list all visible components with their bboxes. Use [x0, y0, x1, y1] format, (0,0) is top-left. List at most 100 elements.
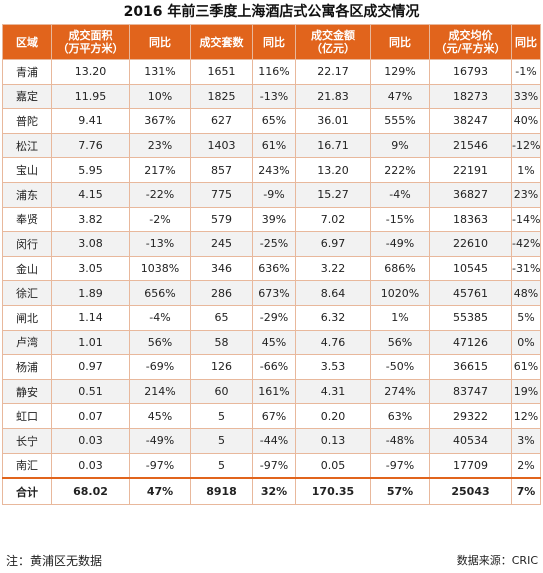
district-cell: 浦东: [2, 181, 52, 208]
value-cell: 16.71: [295, 132, 371, 159]
value-cell: 11.95: [51, 83, 130, 110]
value-cell: 656%: [129, 280, 191, 306]
value-cell: 0.05: [295, 452, 371, 479]
header-cell: 成交均价 （元/平方米）: [429, 24, 512, 60]
table-row: 浦东 4.15 -22% 775 -9% 15.27 -4% 36827 23%: [2, 181, 541, 208]
table-row: 宝山 5.95 217% 857 243% 13.20 222% 22191 1%: [2, 157, 541, 183]
value-cell: 346: [190, 255, 253, 282]
value-cell: 10%: [129, 83, 191, 110]
district-cell: 青浦: [2, 59, 52, 85]
district-cell: 南汇: [2, 452, 52, 479]
value-cell: 0%: [511, 329, 541, 356]
value-cell: -15%: [370, 206, 430, 233]
value-cell: 47%: [370, 83, 430, 110]
value-cell: 83747: [429, 378, 512, 405]
value-cell: 775: [190, 181, 253, 208]
table-row: 青浦 13.20 131% 1651 116% 22.17 129% 16793 -1%: [2, 59, 541, 85]
value-cell: -44%: [252, 427, 296, 454]
value-cell: 61%: [511, 354, 541, 380]
footnote: 注：黄浦区无数据: [6, 554, 103, 568]
value-cell: 40534: [429, 427, 512, 454]
value-cell: 1403: [190, 132, 253, 159]
value-cell: 3.22: [295, 255, 371, 282]
value-cell: 0.07: [51, 403, 130, 429]
value-cell: 1825: [190, 83, 253, 110]
header-cell: 区域: [2, 24, 52, 60]
table-row: 卢湾 1.01 56% 58 45% 4.76 56% 47126 0%: [2, 329, 541, 356]
header-cell: 成交金额 （亿元）: [295, 24, 371, 60]
value-cell: 1020%: [370, 280, 430, 306]
value-cell: 7.76: [51, 132, 130, 159]
value-cell: 161%: [252, 378, 296, 405]
district-cell: 徐汇: [2, 280, 52, 306]
value-cell: 56%: [370, 329, 430, 356]
value-cell: -1%: [511, 59, 541, 85]
value-cell: 5: [190, 403, 253, 429]
value-cell: 1.01: [51, 329, 130, 356]
value-cell: 3.82: [51, 206, 130, 233]
value-cell: 63%: [370, 403, 430, 429]
table-row: 杨浦 0.97 -69% 126 -66% 3.53 -50% 36615 61%: [2, 354, 541, 380]
value-cell: 1.14: [51, 304, 130, 331]
district-cell: 闸北: [2, 304, 52, 331]
value-cell: 3.53: [295, 354, 371, 380]
value-cell: 18363: [429, 206, 512, 233]
district-cell: 卢湾: [2, 329, 52, 356]
district-sales-table: 区域 成交面积 （万平方米） 同比 成交套数 同比 成交金额 （亿元） 同比 成…: [2, 24, 541, 506]
header-row: 区域 成交面积 （万平方米） 同比 成交套数 同比 成交金额 （亿元） 同比 成…: [2, 24, 541, 60]
value-cell: -49%: [129, 427, 191, 454]
value-cell: 67%: [252, 403, 296, 429]
value-cell: 65%: [252, 108, 296, 134]
value-cell: 8.64: [295, 280, 371, 306]
value-cell: -2%: [129, 206, 191, 233]
value-cell: -29%: [252, 304, 296, 331]
value-cell: 39%: [252, 206, 296, 233]
header-cell: 同比: [370, 24, 430, 60]
value-cell: 55385: [429, 304, 512, 331]
value-cell: 15.27: [295, 181, 371, 208]
value-cell: 21546: [429, 132, 512, 159]
district-cell: 嘉定: [2, 83, 52, 110]
value-cell: 1.89: [51, 280, 130, 306]
table-row: 虹口 0.07 45% 5 67% 0.20 63% 29322 12%: [2, 403, 541, 429]
value-cell: -4%: [129, 304, 191, 331]
value-cell: 36.01: [295, 108, 371, 134]
value-cell: -31%: [511, 255, 541, 282]
value-cell: 7.02: [295, 206, 371, 233]
value-cell: 4.15: [51, 181, 130, 208]
district-cell: 静安: [2, 378, 52, 405]
value-cell: 274%: [370, 378, 430, 405]
value-cell: -9%: [252, 181, 296, 208]
value-cell: 0.97: [51, 354, 130, 380]
value-cell: 222%: [370, 157, 430, 183]
table-row: 普陀 9.41 367% 627 65% 36.01 555% 38247 40%: [2, 108, 541, 134]
value-cell: 243%: [252, 157, 296, 183]
value-cell: 47126: [429, 329, 512, 356]
value-cell: 45761: [429, 280, 512, 306]
value-cell: -49%: [370, 231, 430, 257]
table-row: 金山 3.05 1038% 346 636% 3.22 686% 10545 -31%: [2, 255, 541, 282]
value-cell: 214%: [129, 378, 191, 405]
footer: 注：黄浦区无数据 数据来源：CRIC: [6, 552, 538, 570]
value-cell: 367%: [129, 108, 191, 134]
value-cell: 3%: [511, 427, 541, 454]
value-cell: -22%: [129, 181, 191, 208]
value-cell: 48%: [511, 280, 541, 306]
value-cell: 9%: [370, 132, 430, 159]
table-row: 闸北 1.14 -4% 65 -29% 6.32 1% 55385 5%: [2, 304, 541, 331]
value-cell: 686%: [370, 255, 430, 282]
value-cell: 9.41: [51, 108, 130, 134]
district-cell: 宝山: [2, 157, 52, 183]
value-cell: 10545: [429, 255, 512, 282]
total-cell: 170.35: [295, 477, 371, 506]
value-cell: 22.17: [295, 59, 371, 85]
value-cell: 45%: [129, 403, 191, 429]
value-cell: 5.95: [51, 157, 130, 183]
value-cell: 0.13: [295, 427, 371, 454]
total-cell: 7%: [511, 477, 541, 506]
district-cell: 金山: [2, 255, 52, 282]
value-cell: 36827: [429, 181, 512, 208]
header-cell: 成交套数: [190, 24, 253, 60]
value-cell: 22191: [429, 157, 512, 183]
value-cell: -97%: [370, 452, 430, 479]
